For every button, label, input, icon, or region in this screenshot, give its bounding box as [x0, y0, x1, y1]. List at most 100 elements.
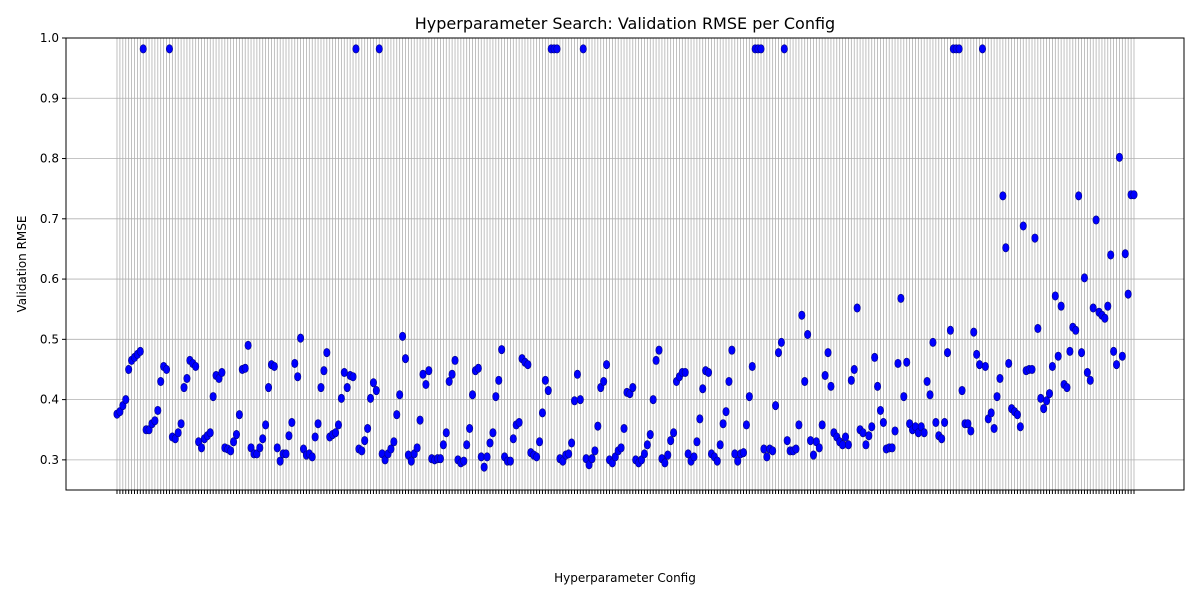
- data-point: [792, 444, 800, 454]
- data-point: [436, 454, 444, 464]
- data-point: [1075, 191, 1083, 201]
- data-point: [1083, 367, 1091, 377]
- data-point: [297, 333, 305, 343]
- data-point: [270, 361, 278, 371]
- data-point: [495, 375, 503, 385]
- data-point: [311, 432, 319, 442]
- data-point: [1045, 389, 1053, 399]
- data-point: [696, 414, 704, 424]
- data-point: [667, 436, 675, 446]
- data-point: [445, 377, 453, 387]
- x-axis-label: Hyperparameter Config: [554, 571, 696, 585]
- data-point: [629, 383, 637, 393]
- data-point: [652, 355, 660, 365]
- data-points: [113, 44, 1138, 472]
- data-point: [565, 449, 573, 459]
- data-point: [993, 392, 1001, 402]
- data-point: [183, 374, 191, 384]
- data-point: [970, 327, 978, 337]
- data-point: [874, 381, 882, 391]
- data-point: [780, 44, 788, 54]
- data-point: [946, 325, 954, 335]
- data-point: [1080, 273, 1088, 283]
- data-point: [282, 449, 290, 459]
- data-point: [419, 369, 427, 379]
- data-point: [772, 401, 780, 411]
- data-point: [1104, 301, 1112, 311]
- data-point: [740, 448, 748, 458]
- data-point: [804, 330, 812, 340]
- y-tick-label: 0.7: [40, 212, 59, 226]
- data-point: [1066, 346, 1074, 356]
- data-point: [285, 431, 293, 441]
- data-point: [364, 424, 372, 434]
- data-point: [358, 446, 366, 456]
- data-point: [232, 430, 240, 440]
- data-point: [763, 452, 771, 462]
- data-point: [699, 384, 707, 394]
- data-point: [314, 419, 322, 429]
- data-point: [317, 383, 325, 393]
- data-point: [591, 446, 599, 456]
- chart-title: Hyperparameter Search: Validation RMSE p…: [415, 14, 835, 33]
- data-point: [209, 392, 217, 402]
- data-point: [894, 358, 902, 368]
- data-point: [474, 363, 482, 373]
- data-point: [180, 383, 188, 393]
- data-point: [244, 340, 252, 350]
- data-point: [888, 443, 896, 453]
- data-point: [308, 452, 316, 462]
- data-point: [742, 420, 750, 430]
- data-point: [1037, 393, 1045, 403]
- data-point: [416, 415, 424, 425]
- data-point: [451, 355, 459, 365]
- data-point: [1101, 313, 1109, 323]
- data-point: [824, 348, 832, 358]
- x-grid: [116, 38, 1135, 490]
- data-point: [486, 438, 494, 448]
- data-point: [492, 392, 500, 402]
- data-point: [705, 367, 713, 377]
- data-point: [192, 361, 200, 371]
- data-point: [964, 419, 972, 429]
- data-point: [1019, 221, 1027, 231]
- plot-frame: [65, 37, 1185, 491]
- data-point: [929, 337, 937, 347]
- data-point: [483, 452, 491, 462]
- data-point: [795, 420, 803, 430]
- data-point: [235, 410, 243, 420]
- data-point: [349, 372, 357, 382]
- data-point: [579, 44, 587, 54]
- y-tick-label: 0.8: [40, 152, 59, 166]
- data-point: [987, 408, 995, 418]
- data-point: [442, 428, 450, 438]
- data-point: [509, 434, 517, 444]
- data-point: [515, 418, 523, 428]
- data-point: [334, 420, 342, 430]
- data-point: [337, 393, 345, 403]
- data-point: [136, 346, 144, 356]
- data-point: [122, 395, 130, 405]
- data-point: [390, 437, 398, 447]
- data-point: [576, 395, 584, 405]
- data-point: [891, 426, 899, 436]
- data-point: [387, 444, 395, 454]
- data-point: [218, 367, 226, 377]
- data-point: [1028, 364, 1036, 374]
- data-point: [955, 44, 963, 54]
- data-point: [544, 386, 552, 396]
- data-point: [999, 191, 1007, 201]
- data-point: [466, 424, 474, 434]
- data-point: [1072, 325, 1080, 335]
- data-point: [393, 410, 401, 420]
- data-point: [541, 375, 549, 385]
- data-point: [139, 44, 147, 54]
- y-axis-label: Validation RMSE: [15, 216, 29, 313]
- data-point: [340, 367, 348, 377]
- data-point: [862, 440, 870, 450]
- data-point: [206, 428, 214, 438]
- y-tick-label: 0.3: [40, 453, 59, 467]
- data-point: [396, 390, 404, 400]
- data-point: [1124, 289, 1132, 299]
- data-point: [774, 348, 782, 358]
